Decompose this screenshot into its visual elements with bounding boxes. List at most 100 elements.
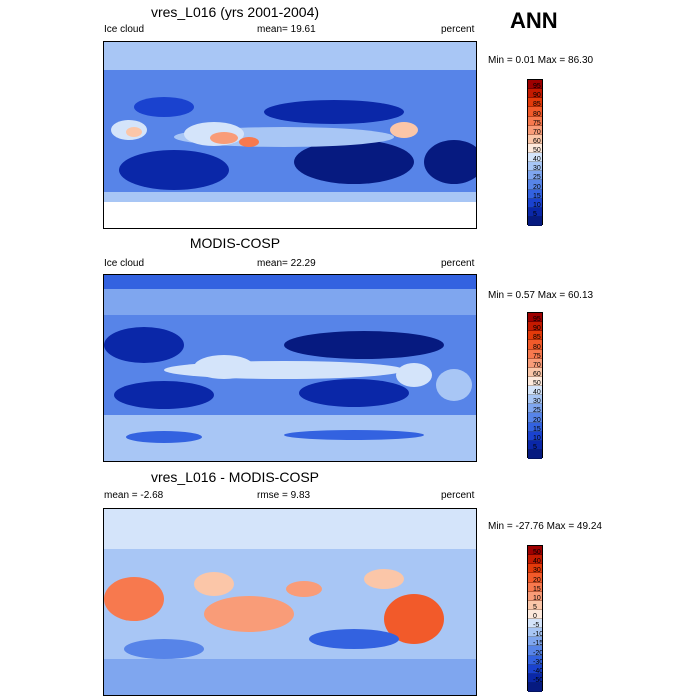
colorbar-tick-label: 80 — [533, 343, 541, 351]
colorbar-segment — [528, 198, 542, 208]
colorbar-tick-label: 60 — [533, 370, 541, 378]
colorbar-tick-label: 25 — [533, 174, 541, 182]
colorbar-segment — [528, 153, 542, 163]
colorbar-segment — [528, 340, 542, 350]
colorbar-segment — [528, 107, 542, 117]
colorbar-segment — [528, 449, 542, 459]
colorbar-segment — [528, 404, 542, 414]
colorbar-tick-label: 95 — [533, 316, 541, 324]
colorbar-tick-label: -20 — [533, 649, 544, 657]
colorbar-segment — [528, 376, 542, 386]
colorbar-segment — [528, 143, 542, 153]
colorbar-segment — [528, 386, 542, 396]
units-label: percent — [441, 490, 475, 501]
season-label: ANN — [510, 8, 558, 33]
colorbar-segment — [528, 331, 542, 341]
colorbar-segment — [528, 189, 542, 199]
colorbar-tick-label: -10 — [533, 631, 544, 639]
colorbar-segment — [528, 322, 542, 332]
rmse-label: rmse = 9.83 — [257, 490, 311, 501]
variable-label: Ice cloud — [104, 258, 145, 269]
colorbar-segment — [528, 555, 542, 565]
units-label: percent — [441, 24, 475, 35]
colorbar-segment — [528, 134, 542, 144]
colorbar-segment — [528, 637, 542, 647]
colorbar-segment — [528, 413, 542, 423]
colorbar-tick-label: 5 — [533, 443, 537, 451]
map-field — [104, 275, 476, 461]
colorbar-segment — [528, 600, 542, 610]
colorbar-segment — [528, 619, 542, 629]
colorbar-tick-label: 15 — [533, 192, 541, 200]
colorbar — [527, 312, 543, 459]
colorbar-segment — [528, 646, 542, 656]
colorbar-tick-label: 20 — [533, 576, 541, 584]
colorbar-tick-label: -40 — [533, 667, 544, 675]
colorbar-segment — [528, 395, 542, 405]
map-field — [104, 42, 476, 228]
colorbar-tick-label: 85 — [533, 101, 541, 109]
colorbar-tick-label: 5 — [533, 603, 537, 611]
colorbar-tick-label: -15 — [533, 640, 544, 648]
colorbar-tick-label: 75 — [533, 352, 541, 360]
colorbar-segment — [528, 98, 542, 108]
colorbar-tick-label: 50 — [533, 380, 541, 387]
panel-title: vres_L016 - MODIS-COSP — [150, 469, 320, 485]
colorbar-segment — [528, 422, 542, 432]
colorbar-segment — [528, 367, 542, 377]
mean-label: mean= 22.29 — [257, 258, 316, 269]
colorbar-segment — [528, 171, 542, 181]
colorbar-segment — [528, 431, 542, 441]
colorbar-segment — [528, 116, 542, 126]
variable-label: Ice cloud — [104, 24, 145, 35]
colorbar-tick-label: 85 — [533, 334, 541, 342]
colorbar — [527, 545, 543, 692]
colorbar-tick-label: 70 — [533, 128, 541, 136]
colorbar-segment — [528, 125, 542, 135]
colorbar-tick-label: 25 — [533, 407, 541, 415]
map-model — [103, 41, 477, 229]
colorbar-segment — [528, 216, 542, 226]
colorbar-segment — [528, 440, 542, 450]
minmax-label: Min = 0.57 Max = 60.13 — [488, 290, 594, 301]
colorbar-segment — [528, 664, 542, 674]
colorbar-segment — [528, 358, 542, 368]
colorbar-tick-label: 80 — [533, 110, 541, 118]
colorbar-segment — [528, 162, 542, 172]
colorbar-tick-label: -30 — [533, 658, 544, 666]
minmax-label: Min = 0.01 Max = 86.30 — [488, 55, 594, 66]
colorbar-segment — [528, 207, 542, 217]
colorbar-segment — [528, 591, 542, 601]
colorbar-tick-label: 15 — [533, 585, 541, 593]
colorbar-tick-label: 10 — [533, 594, 541, 602]
colorbar-tick-label: 20 — [533, 416, 541, 424]
map-diff — [103, 508, 477, 696]
colorbar-segment — [528, 582, 542, 592]
colorbar-tick-label: 20 — [533, 183, 541, 191]
colorbar-tick-label: 50 — [533, 147, 541, 154]
units-label: percent — [441, 258, 475, 269]
colorbar-tick-label: 90 — [533, 325, 541, 333]
colorbar-segment — [528, 573, 542, 583]
panel-title: MODIS-COSP — [189, 235, 281, 251]
colorbar-segment — [528, 349, 542, 359]
colorbar-tick-label: 90 — [533, 92, 541, 100]
colorbar-segment — [528, 655, 542, 665]
colorbar-tick-label: 30 — [533, 165, 541, 173]
colorbar-tick-label: 10 — [533, 434, 541, 442]
colorbar — [527, 79, 543, 226]
colorbar-tick-label: 40 — [533, 558, 541, 566]
map-obs — [103, 274, 477, 462]
colorbar-segment — [528, 546, 542, 556]
colorbar-segment — [528, 89, 542, 99]
colorbar-tick-label: 5 — [533, 210, 537, 218]
colorbar-segment — [528, 564, 542, 574]
colorbar-segment — [528, 313, 542, 323]
colorbar-segment — [528, 673, 542, 683]
colorbar-tick-label: -5 — [533, 622, 540, 630]
colorbar-tick-label: 30 — [533, 567, 541, 575]
colorbar-tick-label: 10 — [533, 201, 541, 209]
colorbar-tick-label: -50 — [533, 676, 544, 684]
minmax-label: Min = -27.76 Max = 49.24 — [488, 521, 602, 532]
colorbar-segment — [528, 80, 542, 90]
